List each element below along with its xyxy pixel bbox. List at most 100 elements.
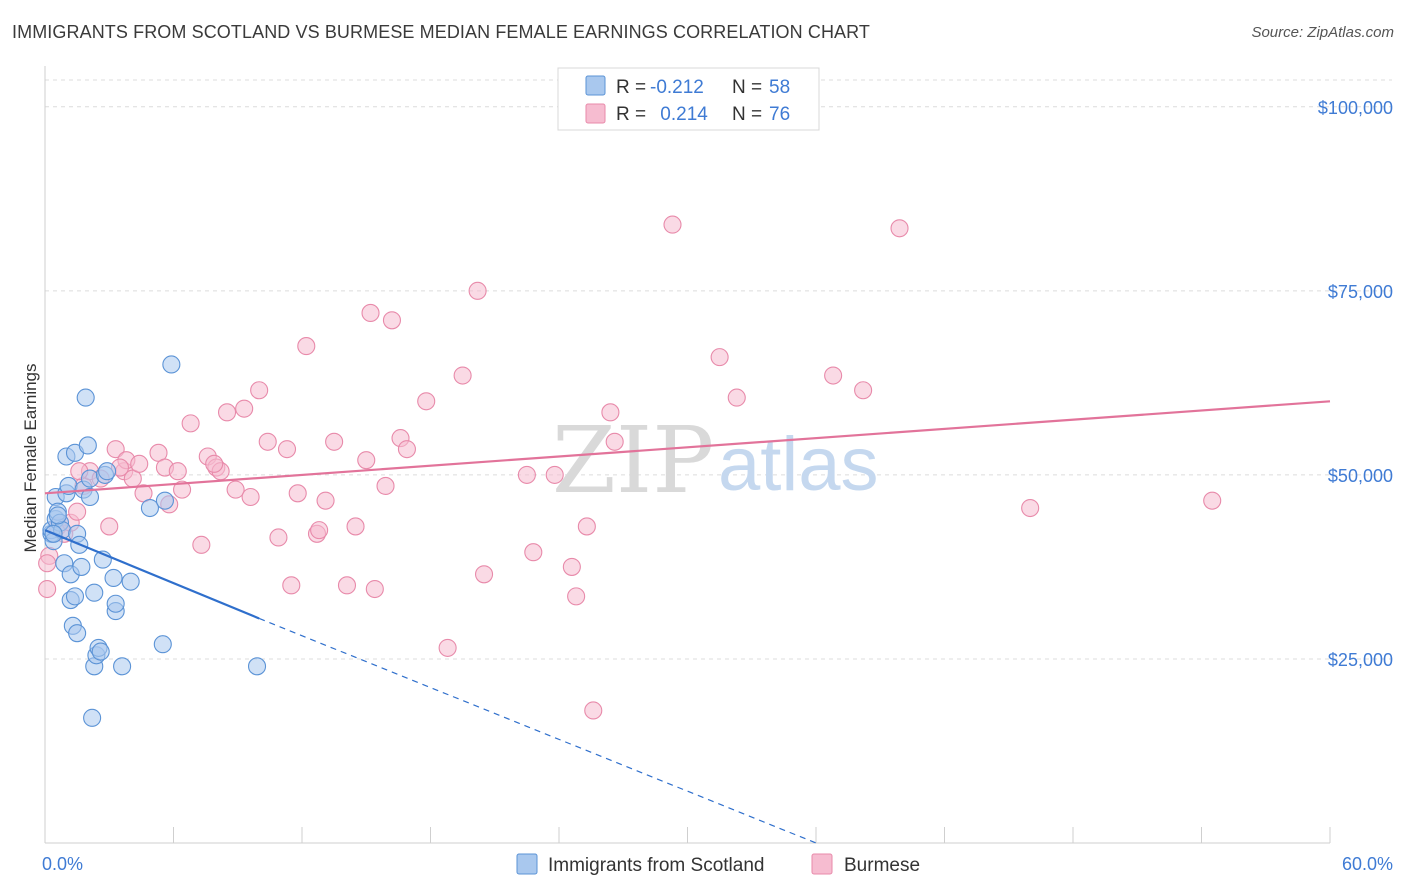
scotland-point-36 bbox=[106, 594, 125, 613]
scotland-point-34 bbox=[104, 568, 123, 588]
burmese-point-74 bbox=[205, 454, 224, 473]
burmese-point-59 bbox=[577, 517, 596, 536]
burmese-point-5 bbox=[68, 502, 87, 521]
scotland-point-15 bbox=[65, 587, 85, 606]
burmese-point-38 bbox=[316, 491, 335, 510]
scotland-point-24 bbox=[80, 487, 100, 507]
burmese-point-34 bbox=[282, 576, 301, 595]
burmese-point-57 bbox=[562, 557, 581, 576]
scotland-point-25 bbox=[80, 469, 100, 488]
scotland-point-44 bbox=[83, 708, 102, 727]
burmese-point-62 bbox=[605, 432, 624, 451]
y-tick-label-3: $100,000 bbox=[1318, 98, 1393, 118]
burmese-point-54 bbox=[517, 465, 536, 484]
burmese-point-19 bbox=[168, 462, 187, 481]
y-tick-label-0: $25,000 bbox=[1328, 650, 1393, 670]
burmese-point-10 bbox=[106, 440, 125, 459]
burmese-point-53 bbox=[474, 565, 494, 584]
burmese-point-69 bbox=[1021, 498, 1040, 518]
scotland-point-22 bbox=[76, 388, 95, 407]
burmese-point-66 bbox=[824, 366, 843, 385]
burmese-point-35 bbox=[288, 484, 307, 503]
scotland-point-20 bbox=[72, 557, 91, 576]
x-tick-labels: 0.0% 60.0% bbox=[42, 854, 1393, 874]
scotland-point-39 bbox=[140, 498, 159, 518]
scotland-point-42 bbox=[162, 355, 181, 374]
burmese-points bbox=[38, 215, 1222, 720]
burmese-point-52 bbox=[468, 281, 487, 300]
burmese-point-64 bbox=[710, 348, 729, 367]
burmese-point-41 bbox=[346, 517, 365, 536]
scotland-point-30 bbox=[91, 642, 110, 661]
legend-swatch-burmese bbox=[585, 103, 606, 124]
legend-n-value-1: 58 bbox=[769, 77, 790, 98]
burmese-point-44 bbox=[365, 579, 384, 599]
y-tick-label-2: $75,000 bbox=[1328, 282, 1393, 302]
burmese-point-22 bbox=[192, 535, 211, 554]
scotland-points bbox=[42, 355, 267, 727]
bottom-swatch-burmese bbox=[811, 853, 833, 875]
burmese-point-55 bbox=[524, 543, 543, 562]
burmese-point-68 bbox=[890, 219, 909, 238]
burmese-point-63 bbox=[663, 215, 682, 234]
y-tick-labels: $25,000 $50,000 $75,000 $100,000 bbox=[1318, 98, 1393, 670]
burmese-point-29 bbox=[241, 487, 260, 507]
burmese-point-71 bbox=[38, 554, 57, 573]
burmese-point-14 bbox=[130, 454, 149, 473]
burmese-point-50 bbox=[438, 638, 457, 657]
burmese-point-27 bbox=[226, 480, 245, 499]
scotland-point-46 bbox=[48, 506, 67, 525]
burmese-point-31 bbox=[258, 432, 277, 451]
burmese-point-0 bbox=[38, 579, 57, 599]
watermark: ZIP atlas bbox=[552, 407, 879, 514]
scotland-point-17 bbox=[68, 624, 87, 643]
burmese-point-46 bbox=[382, 311, 402, 330]
burmese-point-21 bbox=[181, 414, 200, 433]
burmese-point-32 bbox=[269, 528, 288, 547]
scotland-point-43 bbox=[247, 657, 267, 676]
scotland-point-37 bbox=[113, 657, 132, 676]
burmese-point-51 bbox=[453, 366, 472, 385]
burmese-point-9 bbox=[100, 517, 119, 536]
scotland-point-41 bbox=[155, 491, 174, 510]
burmese-point-39 bbox=[325, 432, 344, 451]
bottom-swatch-scotland bbox=[516, 853, 538, 875]
burmese-point-28 bbox=[235, 399, 254, 418]
scotland-point-26 bbox=[85, 583, 104, 602]
legend-swatch-scotland bbox=[585, 75, 606, 96]
grid-lines bbox=[45, 79, 1392, 660]
burmese-point-40 bbox=[337, 576, 357, 595]
burmese-point-42 bbox=[357, 451, 376, 470]
y-axis-label: Median Female Earnings bbox=[21, 364, 40, 553]
legend: R = -0.212 N = 58 R = 0.214 N = 76 bbox=[557, 67, 820, 131]
scotland-point-38 bbox=[121, 572, 140, 591]
legend-r-value-1: -0.212 bbox=[650, 77, 704, 98]
burmese-point-33 bbox=[277, 440, 297, 459]
legend-r-label-2: R = bbox=[616, 104, 646, 125]
x-tick-label-1: 60.0% bbox=[1342, 854, 1393, 874]
burmese-point-58 bbox=[567, 587, 586, 606]
burmese-point-73 bbox=[310, 521, 329, 540]
scotland-trend-extension bbox=[258, 617, 817, 844]
trend-lines bbox=[44, 400, 1331, 844]
burmese-point-70 bbox=[1203, 491, 1222, 510]
burmese-trend-line bbox=[44, 400, 1331, 495]
chart-title: IMMIGRANTS FROM SCOTLAND VS BURMESE MEDI… bbox=[12, 22, 871, 42]
scotland-trend-line bbox=[44, 529, 260, 620]
source-label: Source: ZipAtlas.com bbox=[1251, 24, 1394, 41]
scotland-point-40 bbox=[153, 635, 172, 654]
burmese-point-30 bbox=[250, 381, 269, 400]
bottom-legend-scotland: Immigrants from Scotland bbox=[548, 855, 764, 876]
y-tick-label-1: $50,000 bbox=[1328, 466, 1393, 486]
scotland-point-23 bbox=[78, 436, 97, 455]
watermark-zip: ZIP bbox=[552, 407, 714, 514]
bottom-legend-burmese: Burmese bbox=[844, 855, 920, 876]
legend-n-label-2: N = bbox=[732, 104, 762, 125]
burmese-point-45 bbox=[376, 476, 395, 495]
burmese-point-36 bbox=[297, 337, 316, 356]
x-tick-label-0: 0.0% bbox=[42, 854, 83, 874]
burmese-point-20 bbox=[173, 480, 192, 499]
burmese-point-65 bbox=[727, 388, 746, 407]
legend-n-label-1: N = bbox=[732, 77, 762, 98]
burmese-point-43 bbox=[361, 303, 380, 322]
